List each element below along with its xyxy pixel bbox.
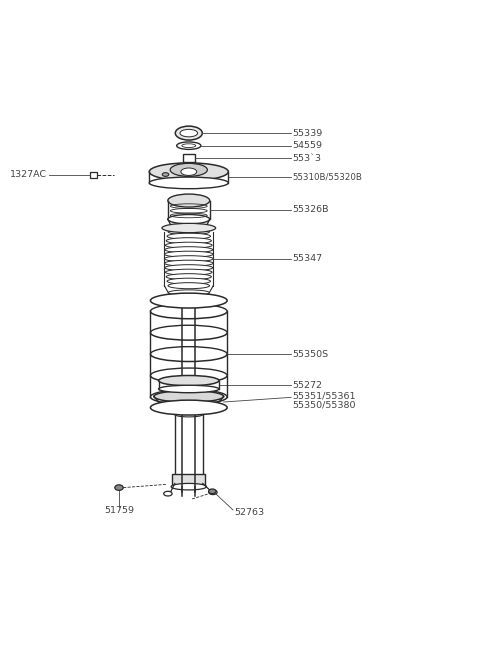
Text: 54559: 54559 <box>292 141 323 150</box>
Ellipse shape <box>171 484 206 490</box>
Ellipse shape <box>166 269 212 275</box>
Text: 55350S: 55350S <box>292 350 329 359</box>
Ellipse shape <box>165 260 213 266</box>
Ellipse shape <box>164 405 213 413</box>
Ellipse shape <box>162 173 169 176</box>
Ellipse shape <box>166 238 211 244</box>
Ellipse shape <box>182 144 196 148</box>
Ellipse shape <box>175 475 203 480</box>
Ellipse shape <box>164 491 172 496</box>
Ellipse shape <box>173 226 204 233</box>
Ellipse shape <box>168 283 210 288</box>
Ellipse shape <box>166 274 211 280</box>
Ellipse shape <box>158 376 219 386</box>
Text: 52763: 52763 <box>234 509 264 517</box>
Ellipse shape <box>150 400 227 415</box>
Text: 55347: 55347 <box>292 254 323 263</box>
Ellipse shape <box>170 164 207 176</box>
Ellipse shape <box>209 489 216 493</box>
Ellipse shape <box>158 385 219 393</box>
Ellipse shape <box>167 278 211 284</box>
Ellipse shape <box>162 223 216 233</box>
Ellipse shape <box>168 194 210 207</box>
Ellipse shape <box>149 163 228 181</box>
Ellipse shape <box>115 485 123 490</box>
Ellipse shape <box>154 391 224 402</box>
Ellipse shape <box>165 265 213 271</box>
Ellipse shape <box>166 242 212 248</box>
Ellipse shape <box>164 256 213 261</box>
Text: 51759: 51759 <box>104 507 134 515</box>
Ellipse shape <box>165 251 213 258</box>
Ellipse shape <box>209 490 217 495</box>
Bar <box>172 474 205 486</box>
Ellipse shape <box>167 233 211 239</box>
Bar <box>90 171 96 178</box>
Ellipse shape <box>180 129 198 137</box>
Text: 55339: 55339 <box>292 129 323 137</box>
Ellipse shape <box>177 142 201 149</box>
Ellipse shape <box>150 293 227 308</box>
Text: 55310B/55320B: 55310B/55320B <box>292 173 362 182</box>
Text: 55350/55380: 55350/55380 <box>292 400 356 409</box>
Ellipse shape <box>168 229 210 235</box>
Text: 55272: 55272 <box>292 381 323 390</box>
Text: 553`3: 553`3 <box>292 154 322 163</box>
Ellipse shape <box>181 168 197 175</box>
Text: 1327AC: 1327AC <box>10 170 47 179</box>
Text: 55326B: 55326B <box>292 206 329 214</box>
Ellipse shape <box>149 177 228 189</box>
Ellipse shape <box>168 290 209 296</box>
Ellipse shape <box>175 126 202 140</box>
Text: 55351/55361: 55351/55361 <box>292 392 356 401</box>
Bar <box>183 154 195 162</box>
Ellipse shape <box>168 215 210 224</box>
Ellipse shape <box>165 246 213 253</box>
Ellipse shape <box>175 412 203 417</box>
